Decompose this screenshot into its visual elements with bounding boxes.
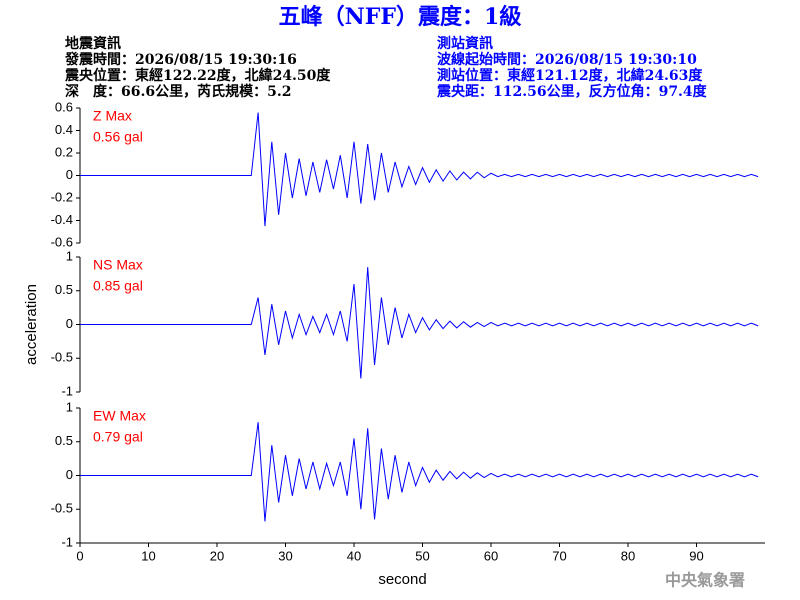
y-tick-label: -0.5 xyxy=(51,350,73,365)
panel-label: EW Max xyxy=(93,408,146,424)
y-tick-label: 0 xyxy=(66,167,73,182)
y-tick-label: -1 xyxy=(61,383,73,398)
y-tick-label: 0.6 xyxy=(55,99,73,114)
x-tick-label: 90 xyxy=(689,548,703,563)
max-label: 0.85 gal xyxy=(93,278,143,294)
y-tick-label: -0.2 xyxy=(51,189,73,204)
x-tick-label: 80 xyxy=(621,548,635,563)
station-info: 測站位置：東經121.12度，北緯24.63度 xyxy=(437,67,703,84)
waveform xyxy=(80,422,759,522)
footer: 中央氣象署 xyxy=(665,571,745,590)
y-tick-label: 0.5 xyxy=(55,433,73,448)
station-info: 波線起始時間：2026/08/15 19:30:10 xyxy=(437,51,697,68)
y-tick-label: 1 xyxy=(66,248,73,263)
max-label: 0.56 gal xyxy=(93,129,143,145)
y-tick-label: 0 xyxy=(66,467,73,482)
station-info: 測站資訊 xyxy=(437,35,493,52)
y-tick-label: -1 xyxy=(61,534,73,549)
y-tick-label: -0.6 xyxy=(51,234,73,249)
x-tick-label: 60 xyxy=(484,548,498,563)
event-info: 地震資訊 xyxy=(65,35,121,52)
event-info: 深 度：66.6公里，芮氏規模：5.2 xyxy=(65,83,291,100)
waveform xyxy=(80,112,759,227)
y-tick-label: 0 xyxy=(66,316,73,331)
x-tick-label: 30 xyxy=(278,548,292,563)
title: 五峰（NFF）震度：1級 xyxy=(279,4,522,30)
x-tick-label: 20 xyxy=(210,548,224,563)
x-tick-label: 70 xyxy=(552,548,566,563)
x-tick-label: 0 xyxy=(76,548,83,563)
x-tick-label: 10 xyxy=(141,548,155,563)
y-tick-label: 1 xyxy=(66,399,73,414)
x-axis-label: second xyxy=(378,571,426,588)
y-axis-label: acceleration xyxy=(23,284,40,365)
y-tick-label: 0.2 xyxy=(55,144,73,159)
event-info: 發震時間：2026/08/15 19:30:16 xyxy=(64,51,297,68)
y-tick-label: -0.5 xyxy=(51,501,73,516)
panel-label: Z Max xyxy=(93,108,132,124)
y-tick-label: 0.5 xyxy=(55,282,73,297)
waveform xyxy=(80,267,759,379)
max-label: 0.79 gal xyxy=(93,429,143,445)
event-info: 震央位置：東經122.22度，北緯24.50度 xyxy=(64,67,331,84)
panel-label: NS Max xyxy=(93,257,143,273)
y-tick-label: 0.4 xyxy=(55,122,73,137)
y-tick-label: -0.4 xyxy=(51,212,73,227)
x-tick-label: 50 xyxy=(415,548,429,563)
x-tick-label: 40 xyxy=(347,548,361,563)
station-info: 震央距：112.56公里，反方位角：97.4度 xyxy=(436,83,708,100)
